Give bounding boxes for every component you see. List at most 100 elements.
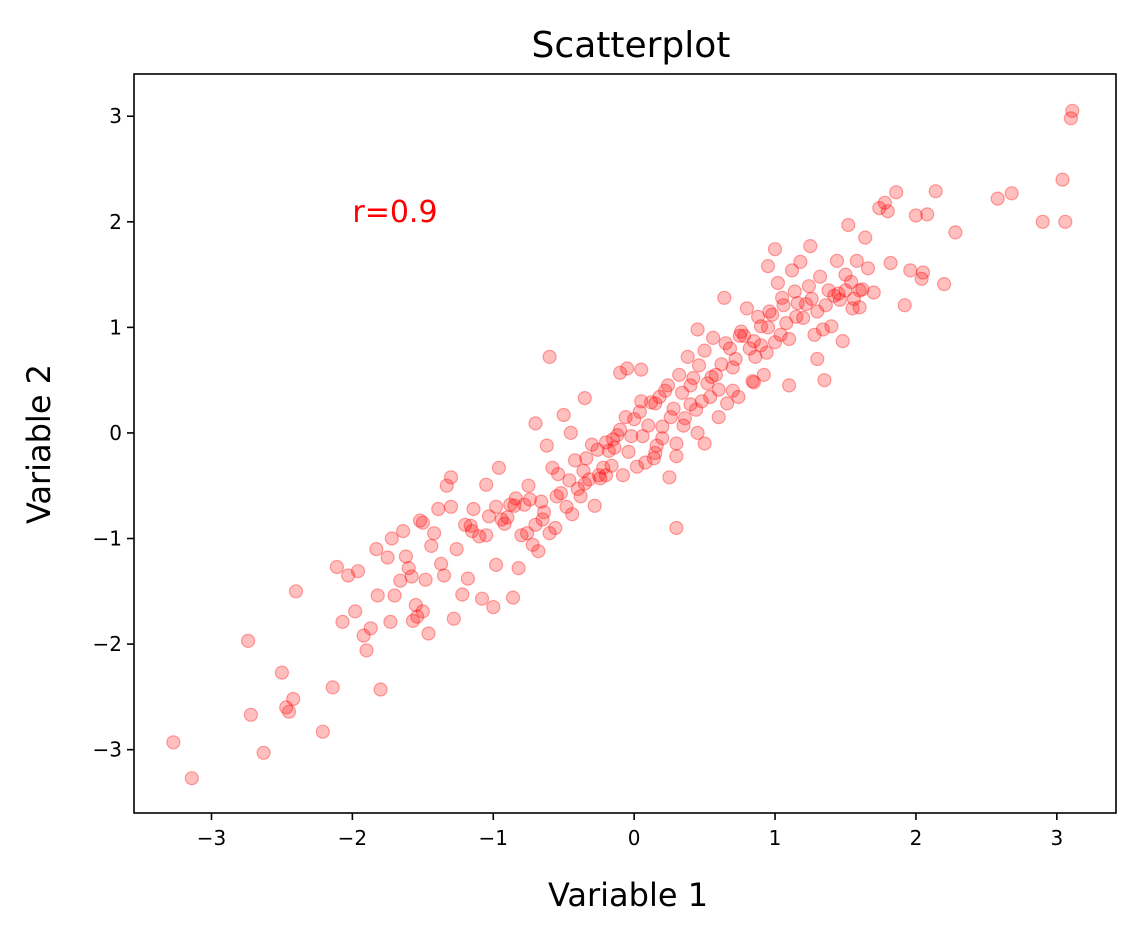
- scatter-point: [736, 328, 752, 343]
- scatter-point: [680, 349, 695, 364]
- scatter-point: [632, 404, 647, 419]
- scatter-point: [690, 425, 705, 440]
- scatter-point: [838, 283, 853, 298]
- scatter-point: [732, 328, 747, 343]
- x-axis-ticks: −3 −2 −1 0 1 2 3: [197, 813, 1063, 850]
- scatter-point: [810, 351, 825, 367]
- scatter-point: [514, 528, 529, 543]
- scatter-point: [686, 370, 701, 386]
- scatter-point: [398, 549, 413, 564]
- scatter-point: [634, 362, 649, 377]
- scatter-point: [615, 468, 631, 483]
- scatter-point: [748, 349, 763, 364]
- scatter-point: [843, 274, 859, 290]
- scatter-point: [697, 436, 712, 451]
- scatter-point: [396, 523, 411, 539]
- scatter-point: [1004, 186, 1019, 201]
- scatter-point: [725, 383, 740, 398]
- scatter-point: [350, 564, 366, 579]
- scatter-point: [384, 531, 399, 546]
- scatter-point: [711, 410, 726, 425]
- scatter-point: [534, 494, 549, 509]
- scatter-point: [535, 512, 550, 527]
- scatter-point: [1055, 172, 1070, 187]
- scatter-point: [703, 389, 718, 405]
- scatter-point: [852, 300, 867, 315]
- scatter-point: [807, 327, 822, 342]
- scatter-point: [621, 444, 636, 459]
- scatter-point: [549, 489, 564, 504]
- scatter-point: [719, 396, 735, 411]
- scatter-point: [688, 402, 704, 417]
- scatter-point: [491, 460, 506, 475]
- scatter-point: [607, 440, 622, 455]
- scatter-point: [584, 437, 600, 452]
- scatter-point: [486, 599, 501, 615]
- scatter-point: [717, 290, 732, 305]
- scatter-point: [908, 208, 924, 223]
- y-axis-ticks: −3 −2 −1 0 1 2 3: [93, 104, 134, 762]
- scatter-point: [708, 367, 724, 382]
- scatter-point: [781, 378, 797, 393]
- scatter-point: [787, 284, 802, 299]
- scatter-point: [652, 389, 667, 405]
- scatter-point: [604, 458, 619, 473]
- scatter-point: [655, 419, 670, 434]
- scatter-point: [700, 376, 715, 391]
- scatter-point: [1063, 111, 1079, 126]
- y-tick-label: −3: [93, 738, 122, 762]
- scatter-point: [781, 331, 797, 347]
- scatter-point: [528, 416, 543, 431]
- scatter-point: [690, 322, 705, 337]
- scatter-point: [746, 334, 762, 349]
- scatter-point: [517, 497, 532, 512]
- scatter-point: [827, 288, 842, 303]
- scatter-point: [579, 451, 594, 466]
- scatter-point: [683, 397, 698, 412]
- scatter-point: [281, 704, 297, 719]
- scatter-point: [704, 369, 719, 385]
- scatter-point: [404, 569, 419, 584]
- scatter-point: [184, 771, 199, 786]
- scatter-point: [638, 455, 653, 470]
- scatter-point: [548, 520, 563, 536]
- scatter-point: [683, 378, 698, 393]
- scatter-point: [641, 418, 656, 433]
- scatter-point: [274, 665, 289, 680]
- scatter-point: [489, 557, 504, 573]
- scatter-point: [877, 195, 893, 210]
- scatter-point: [542, 349, 557, 364]
- scatter-point: [846, 291, 862, 306]
- scatter-point: [835, 334, 850, 349]
- y-axis-label: Variable 2: [20, 364, 58, 524]
- y-tick-label: 2: [109, 210, 122, 234]
- scatter-point: [460, 571, 475, 586]
- scatter-point: [434, 556, 449, 572]
- scatter-point: [505, 590, 521, 605]
- scatter-point: [542, 526, 557, 541]
- scatter-point: [1065, 103, 1080, 119]
- scatter-point: [914, 271, 929, 286]
- scatter-point: [824, 319, 839, 334]
- x-axis-label: Variable 1: [548, 876, 708, 914]
- scatter-point: [658, 383, 673, 398]
- scatter-point: [577, 391, 592, 406]
- scatter-point: [742, 341, 757, 356]
- scatter-point: [348, 604, 363, 619]
- scatter-point: [443, 470, 459, 485]
- scatter-point: [325, 680, 340, 695]
- scatter-point: [380, 550, 395, 565]
- scatter-point: [745, 374, 760, 389]
- scatter-point: [705, 330, 721, 345]
- scatter-point: [581, 472, 597, 487]
- x-tick-label: 1: [769, 826, 782, 850]
- correlation-annotation: r=0.9: [352, 195, 437, 230]
- scatter-point: [866, 285, 881, 300]
- scatter-point: [660, 378, 676, 393]
- scatter-point: [936, 277, 952, 292]
- scatter-point: [489, 499, 504, 514]
- y-tick-label: 3: [109, 104, 122, 128]
- scatter-point: [415, 515, 430, 530]
- scatter-point: [550, 467, 566, 482]
- scatter-point: [753, 319, 769, 334]
